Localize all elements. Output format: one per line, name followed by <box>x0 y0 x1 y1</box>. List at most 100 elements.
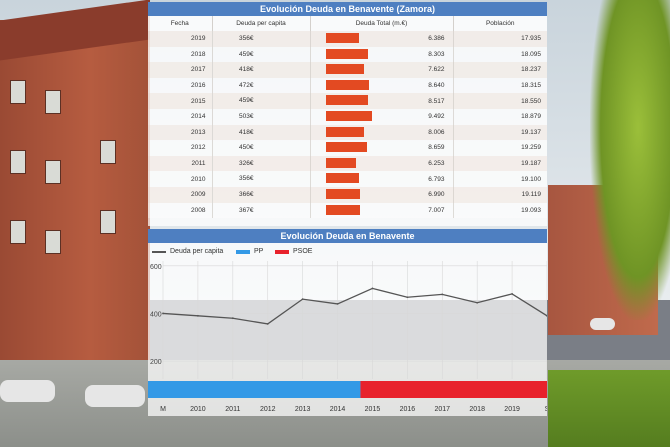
legend-label-pp: PP <box>254 248 264 255</box>
table-row: 2008 367€ 7.007 19.093 <box>148 202 547 219</box>
deuda-per-capita-bar <box>325 126 364 137</box>
window <box>10 150 26 174</box>
header-fecha: Fecha <box>148 16 213 31</box>
data-point <box>197 314 199 317</box>
table-row: 2018 459€ 8.303 18.095 <box>148 46 547 63</box>
chart-title: Evolución Deuda en Benavente <box>148 229 547 243</box>
cell-deuda-per-capita: 503€ <box>212 108 372 125</box>
cell-poblacion: 19.100 <box>453 171 547 187</box>
cell-year: 2014 <box>148 108 213 125</box>
data-point <box>371 287 374 290</box>
debt-table-panel: Evolución Deuda en Benavente (Zamora) Fe… <box>148 2 547 226</box>
cell-deuda-per-capita: 418€ <box>212 62 364 78</box>
cell-year: 2008 <box>148 202 213 219</box>
party-band-pp <box>148 381 361 398</box>
window <box>10 80 26 104</box>
table-row: 2010 356€ 6.793 19.100 <box>148 171 547 187</box>
legend-label-psoe: PSOE <box>293 248 313 255</box>
table-row: 2011 326€ 6.253 19.187 <box>148 155 547 172</box>
x-tick-label: 2019 <box>504 406 520 413</box>
x-tick-label: M <box>160 406 166 413</box>
x-tick-label: 2012 <box>260 406 276 413</box>
table-row: 2012 450€ 8.659 19.259 <box>148 140 547 156</box>
deuda-per-capita-value: 356€ <box>239 175 254 183</box>
deuda-per-capita-bar <box>325 142 367 153</box>
table-title: Evolución Deuda en Benavente (Zamora) <box>148 2 547 16</box>
data-point <box>441 293 444 296</box>
cell-year: 2013 <box>148 124 213 141</box>
deuda-per-capita-bar <box>325 95 368 106</box>
series-line-deuda-per-capita <box>162 287 547 325</box>
table-row: 2017 418€ 7.622 18.237 <box>148 62 547 78</box>
table-row: 2016 472€ 8.640 18.315 <box>148 77 547 94</box>
legend-item-pp: PP <box>236 248 263 255</box>
legend-label-line: Deuda per capita <box>170 248 224 255</box>
header-deuda-per-capita: Deuda per capita <box>212 16 311 31</box>
deuda-per-capita-bar <box>325 188 360 199</box>
cell-deuda-per-capita: 450€ <box>212 140 367 156</box>
cell-deuda-per-capita: 367€ <box>212 202 360 219</box>
line-chart: 200 400 600 M 2010 2011 2012 2013 2014 2015 2016 20… <box>148 261 547 413</box>
debt-chart-panel: Evolución Deuda en Benavente Deuda per c… <box>148 229 547 416</box>
cell-deuda-per-capita: 472€ <box>212 77 369 94</box>
x-tick-label: 2013 <box>295 406 311 413</box>
cell-poblacion: 19.187 <box>453 155 547 172</box>
debt-table: Fecha Deuda per capita Deuda Total (m.€)… <box>148 16 547 219</box>
deuda-per-capita-bar <box>325 204 360 215</box>
x-tick-label: 2010 <box>190 406 206 413</box>
party-band-psoe <box>360 381 547 398</box>
window <box>45 160 61 184</box>
deuda-per-capita-value: 459€ <box>239 50 254 58</box>
cell-year: 2009 <box>148 186 213 203</box>
cell-deuda-per-capita: 356€ <box>212 31 359 47</box>
cell-deuda-per-capita: 366€ <box>212 186 360 203</box>
legend-swatch-line <box>152 250 166 253</box>
deuda-per-capita-bar <box>325 64 364 75</box>
header-poblacion: Población <box>453 16 547 31</box>
deuda-per-capita-bar <box>325 173 359 184</box>
x-tick-label: 2015 <box>365 406 381 413</box>
parked-car <box>85 385 145 407</box>
data-point <box>336 303 339 305</box>
cell-year: 2018 <box>148 46 213 63</box>
deuda-per-capita-value: 326€ <box>239 159 254 167</box>
table-row: 2009 366€ 6.990 19.119 <box>148 186 547 203</box>
x-tick-label: 2014 <box>330 406 346 413</box>
deuda-per-capita-value: 356€ <box>239 35 254 42</box>
data-point <box>546 314 547 317</box>
parked-car <box>0 380 55 402</box>
tree <box>590 0 670 320</box>
deuda-per-capita-value: 472€ <box>239 81 254 89</box>
cell-deuda-per-capita: 326€ <box>212 155 356 172</box>
cell-year: 2016 <box>148 77 213 94</box>
x-tick-label: 2018 <box>469 406 485 413</box>
brick-building-left <box>0 0 150 380</box>
cell-deuda-per-capita: 459€ <box>212 46 368 63</box>
deuda-per-capita-bar <box>325 110 372 121</box>
cell-poblacion: 18.237 <box>453 62 547 78</box>
deuda-per-capita-value: 503€ <box>239 112 254 120</box>
data-point <box>266 323 269 325</box>
cell-poblacion: 19.137 <box>453 124 547 141</box>
deuda-per-capita-bar <box>325 79 369 90</box>
x-tick-label: 2011 <box>225 406 240 413</box>
grass <box>548 370 670 447</box>
cell-year: 2010 <box>148 171 213 187</box>
legend-item-psoe: PSOE <box>275 248 312 255</box>
window <box>10 220 26 244</box>
cell-poblacion: 19.119 <box>453 186 547 203</box>
cell-poblacion: 19.093 <box>453 202 547 219</box>
window <box>45 90 61 114</box>
y-tick-label: 400 <box>150 311 162 318</box>
cell-deuda-per-capita: 356€ <box>212 171 359 187</box>
parked-car <box>590 318 615 330</box>
x-tick-label: 2017 <box>434 406 450 413</box>
deuda-per-capita-value: 418€ <box>239 128 254 136</box>
data-point <box>406 296 409 299</box>
legend-item-line: Deuda per capita <box>152 248 223 255</box>
window <box>100 140 116 164</box>
deuda-per-capita-value: 459€ <box>239 97 254 105</box>
table-row: 2013 418€ 8.006 19.137 <box>148 124 547 141</box>
cell-year: 2019 <box>148 31 213 47</box>
cell-deuda-per-capita: 418€ <box>212 124 364 141</box>
